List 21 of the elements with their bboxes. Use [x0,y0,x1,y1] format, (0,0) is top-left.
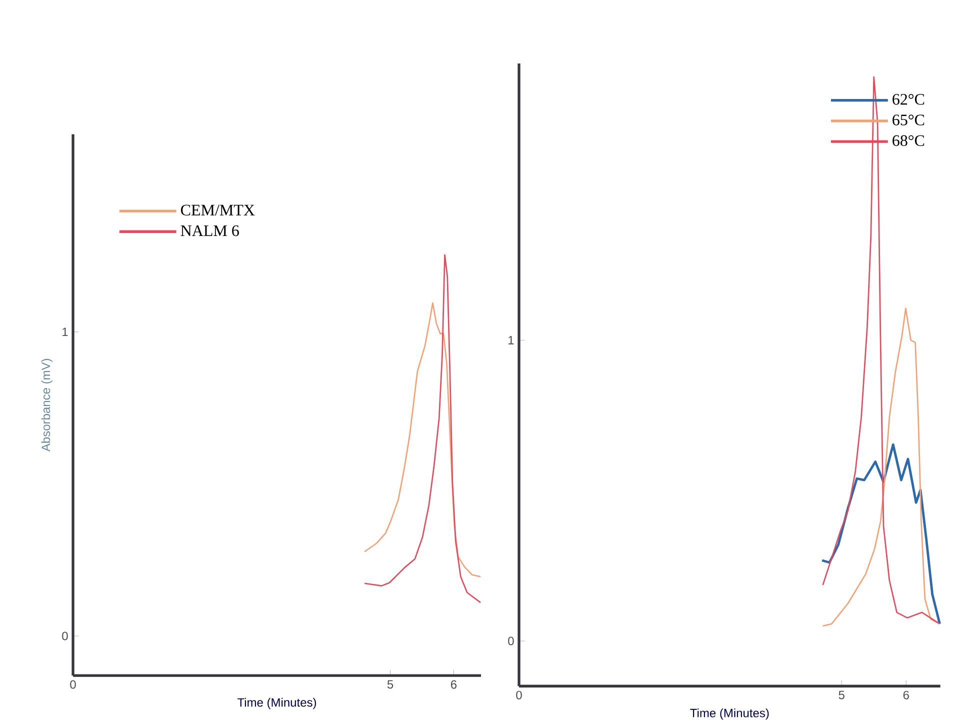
x-tick-label: 5 [387,680,394,689]
line-series [820,443,941,625]
x-tick-label: 0 [516,690,522,700]
x-tick-label: 0 [70,680,76,689]
y-tick-label: 1 [508,336,514,344]
legend-label: 65°C [892,114,924,126]
line-series [822,308,940,627]
legend-label: NALM 6 [180,225,239,236]
x-axis-title: Time (Minutes) [237,698,316,710]
line-series [364,302,482,578]
legend-label: 62°C [892,94,924,105]
line-series [822,76,940,624]
x-axis-title: Time (Minutes) [690,708,769,720]
y-tick-label: 1 [62,328,68,336]
x-tick-label: 6 [450,680,457,689]
x-tick-label: 5 [838,690,844,700]
x-tick-label: 6 [903,690,909,700]
line-series [364,254,482,604]
legend-label: CEM/MTX [180,204,255,216]
legend-label: 68°C [892,135,924,146]
y-axis-title: Absorbance (mV) [41,358,52,452]
